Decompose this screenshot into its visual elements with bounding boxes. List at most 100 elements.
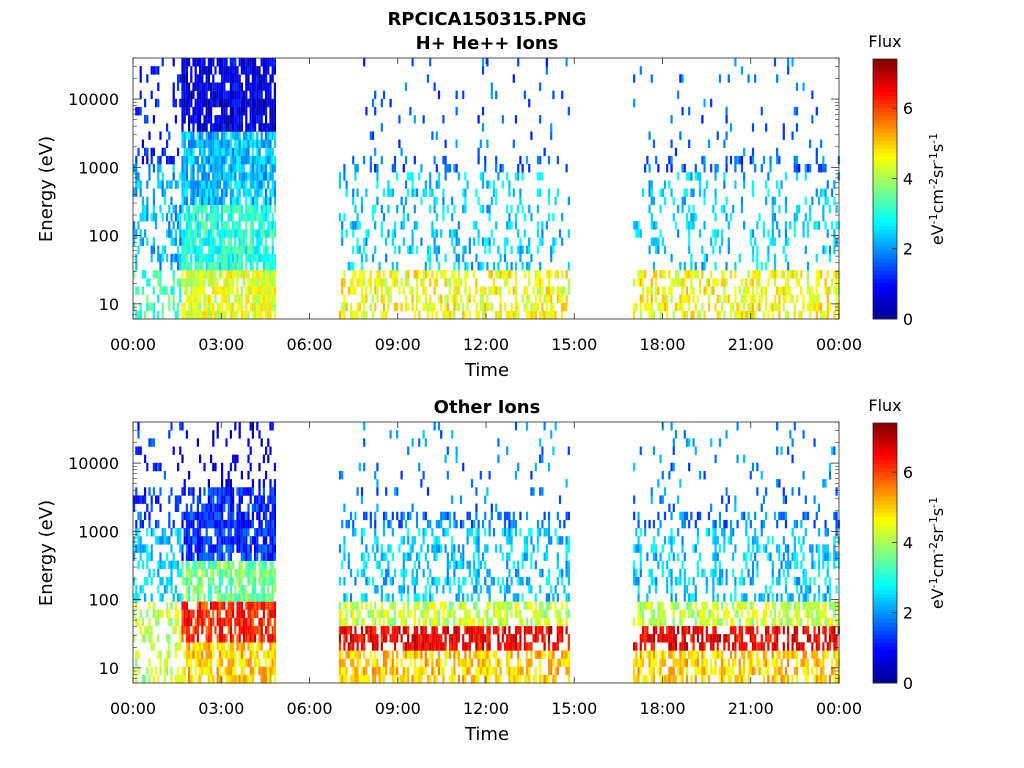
heat-cell [462,560,465,570]
heat-cell [271,634,274,643]
heat-cell [347,552,350,561]
heat-cell [221,245,224,255]
heat-cell [767,278,770,287]
heat-cell [243,593,246,602]
heat-cell [190,253,193,263]
heat-cell [199,90,202,100]
heat-cell [157,568,160,578]
heat-cell [177,495,180,504]
heat-cell [486,666,489,676]
spectrogram [133,422,840,684]
heat-cell [170,180,173,189]
heat-cell [251,585,254,594]
heat-cell [216,593,219,602]
heat-cell [181,601,184,610]
heat-cell [146,155,149,165]
heat-cell [221,237,224,246]
heat-cell [161,58,164,67]
heat-cell [473,625,476,635]
heat-cell [376,503,379,513]
heat-cell [769,302,772,312]
heat-cell [371,642,375,651]
heat-cell [363,155,366,165]
heat-cell [243,212,246,222]
heat-cell [168,519,171,529]
heat-cell [254,576,257,586]
heat-cell [207,139,210,149]
heat-cell [681,196,684,206]
heat-cell [201,172,204,181]
heat-cell [181,164,184,173]
heat-cell [144,593,147,602]
heat-cell [196,536,199,545]
heat-cell [190,536,193,545]
heat-cell [352,634,355,643]
heat-cell [269,294,272,303]
heat-cell [199,302,202,312]
heat-cell [236,90,239,100]
heat-cell [185,601,188,610]
heat-cell [371,253,375,263]
heat-cell [229,188,232,197]
heat-cell [227,115,230,124]
heat-cell [510,576,513,586]
heat-cell [525,245,529,255]
heat-cell [462,666,465,676]
heat-cell [236,593,239,602]
heat-cell [199,147,202,157]
heat-cell [354,666,357,676]
heat-cell [177,310,180,320]
heat-cell [216,221,219,230]
heat-cell [234,82,237,91]
heat-cell [765,180,768,189]
heat-cell [481,172,485,181]
heat-cell [207,585,210,594]
heat-cell [787,261,790,271]
heat-cell [655,286,658,295]
heat-cell [207,650,210,659]
heat-cell [199,204,202,214]
heat-cell [532,310,535,320]
heat-cell [227,487,230,496]
heat-cell [139,180,142,189]
heat-cell [477,666,480,676]
heat-cell [232,98,235,108]
heat-cell [185,270,188,279]
heat-cell [157,82,160,91]
heat-cell [232,593,235,602]
heat-cell [528,625,531,635]
heat-cell [256,229,259,238]
heat-cell [203,115,206,124]
heat-cell [402,617,405,627]
heat-cell [703,164,706,173]
heat-cell [413,585,416,594]
heat-cell [685,221,689,230]
heat-cell [203,278,206,287]
heat-cell [635,302,638,312]
heat-cell [155,66,158,75]
heat-cell [223,310,226,320]
heat-cell [216,188,219,197]
heat-cell [466,560,469,570]
heat-cell [271,147,274,157]
heat-cell [238,585,241,594]
heat-cell [223,666,226,676]
heat-cell [273,576,276,586]
heat-cell [203,253,206,263]
heat-cell [382,634,386,643]
heat-cell [174,642,177,651]
heat-cell [541,568,544,578]
heat-cell [258,560,261,570]
heat-cell [365,576,368,586]
heat-cell [166,552,169,561]
heat-cell [271,270,274,279]
heat-cell [267,674,270,684]
heat-cell [464,625,467,635]
heat-cell [240,147,243,157]
heat-cell [190,674,193,684]
heat-cell [464,261,467,271]
heat-cell [561,90,564,100]
heat-cell [262,270,265,279]
heat-cell [701,270,704,279]
heat-cell [756,278,759,287]
